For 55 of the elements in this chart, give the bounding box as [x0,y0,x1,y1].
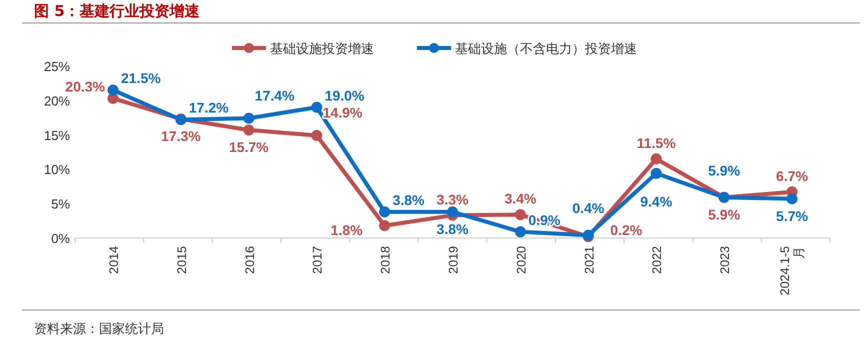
x-tick-label: 2014 [107,246,121,274]
point [243,112,254,124]
data-label: 5.7% [776,208,808,224]
point [379,206,390,218]
chart-title: 图 5：基建行业投资增速 [34,2,201,20]
data-label: 0.4% [572,200,605,216]
x-tick-label: 2016 [242,246,257,274]
data-label: 15.7% [228,138,270,155]
data-label: 20.3% [65,78,106,94]
x-tick-label: 2020 [514,246,528,274]
x-tick-label: 2017 [310,246,325,274]
x-tick-label: 2019 [446,246,460,274]
data-label: 9.4% [640,193,673,210]
data-label: 3.8% [392,192,426,208]
x-tick-label: 2015 [174,246,189,274]
point [311,130,322,141]
legend-label: 基础设施投资增速 [270,42,374,57]
data-label: 3.4% [504,190,537,207]
data-label: 17.2% [188,100,230,116]
legend-label: 基础设施（不含电力）投资增速 [455,42,637,57]
data-label: 5.9% [708,162,741,178]
point [514,209,526,220]
data-label: 17.3% [161,128,202,144]
y-tick-label: 5% [51,196,70,212]
y-tick-label: 25% [44,59,70,74]
data-label: 14.9% [322,104,363,120]
point [447,206,458,218]
y-tick-label: 15% [44,128,70,143]
data-label: 6.7% [776,168,808,184]
text: 资料来源：国家统计局 [34,321,164,337]
data-label: 5.9% [708,206,741,222]
point [311,102,322,113]
x-tick-label: 2022 [650,246,664,274]
point [650,168,662,179]
x-tick-label: 2024.1-5月 [778,246,806,296]
data-label: 21.5% [121,70,162,86]
point [243,124,254,136]
x-tick-label: 2021 [582,246,596,274]
y-tick-label: 20% [44,93,70,108]
x-tick-label: 2023 [718,246,732,274]
data-label: 3.8% [436,220,469,237]
point [650,153,662,164]
point [514,226,526,238]
y-tick-label: 10% [44,162,70,178]
point [379,220,390,232]
data-label: 19.0% [324,87,365,104]
data-label: 3.3% [436,191,469,208]
point [786,193,798,204]
data-label: 0.2% [610,222,643,238]
point [108,84,118,96]
x-tick-label: 2018 [378,246,393,274]
data-label: 11.5% [636,134,676,151]
data-label: 17.4% [254,87,296,104]
y-tick-label: 0% [51,231,70,246]
data-label: 1.8% [330,222,364,238]
